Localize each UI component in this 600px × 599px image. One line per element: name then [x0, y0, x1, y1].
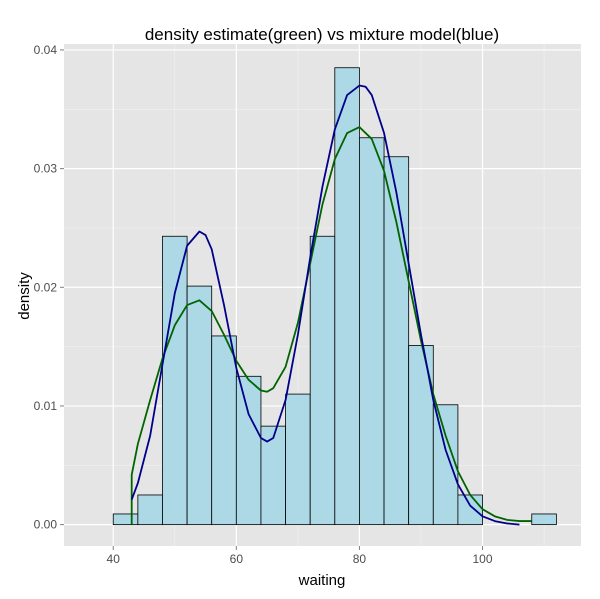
histogram-bar	[309, 235, 336, 526]
y-tick-label: 0.00	[34, 518, 58, 532]
histogram-bar	[359, 137, 385, 526]
y-axis-title: density	[16, 272, 33, 320]
y-tick-label: 0.02	[34, 280, 58, 294]
histogram-bar	[457, 494, 483, 526]
y-axis-ticks: 0.00 0.01 0.02 0.03 0.04	[34, 43, 64, 532]
y-tick-label: 0.01	[34, 399, 58, 413]
histogram-bar	[285, 393, 311, 526]
histogram-bar	[334, 67, 360, 526]
histogram-bar	[383, 156, 410, 526]
y-tick-label: 0.03	[34, 162, 58, 176]
histogram-bar	[137, 494, 163, 526]
x-axis-title: waiting	[298, 572, 346, 589]
histogram-bar	[531, 513, 557, 526]
minor-gridlines	[64, 44, 581, 546]
histogram-bar	[235, 375, 262, 526]
histogram-bar	[162, 235, 188, 526]
density-curves	[130, 84, 532, 526]
x-axis-ticks: 40 60 80 100	[107, 546, 493, 566]
histogram-bar	[260, 425, 286, 526]
histogram-bar	[432, 404, 459, 526]
y-tick-label: 0.04	[34, 43, 58, 57]
histogram-bar	[408, 345, 434, 526]
x-tick-label: 60	[230, 552, 244, 566]
histogram-bar	[186, 285, 213, 526]
x-tick-label: 40	[107, 552, 121, 566]
histogram-bar	[211, 335, 237, 526]
x-tick-label: 100	[473, 552, 493, 566]
chart-title: density estimate(green) vs mixture model…	[145, 25, 499, 44]
histogram-bar	[112, 513, 139, 526]
mixture-model-curve	[130, 84, 520, 526]
density-estimate-curve	[130, 126, 532, 525]
x-tick-label: 80	[353, 552, 367, 566]
